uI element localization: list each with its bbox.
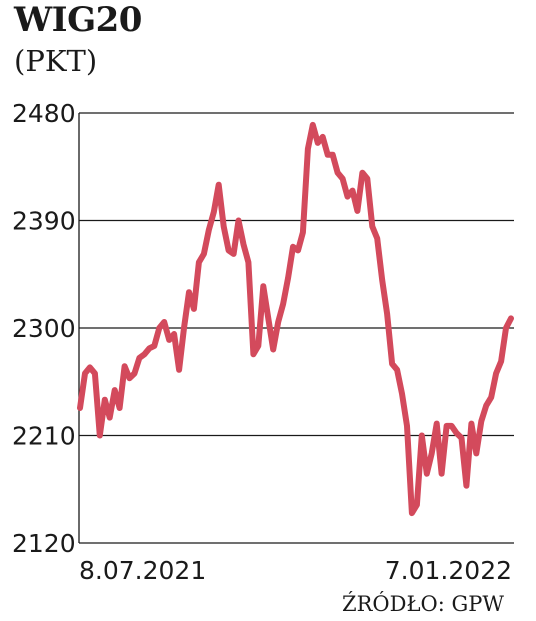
gridlines xyxy=(78,112,514,544)
y-tick-label-2390: 2390 xyxy=(12,207,76,236)
x-tick-label-start: 8.07.2021 xyxy=(79,556,206,585)
x-tick-label-end: 7.01.2022 xyxy=(385,556,512,585)
y-tick-label-2210: 2210 xyxy=(12,422,76,451)
y-axis-ticks: 2120 2210 2300 2390 2480 xyxy=(12,99,76,558)
source-note: ŹRÓDŁO: GPW xyxy=(342,592,504,616)
wig20-series-line xyxy=(77,121,514,517)
series-line xyxy=(77,121,514,517)
y-tick-label-2300: 2300 xyxy=(12,314,76,343)
chart-unit: (PKT) xyxy=(14,44,98,78)
chart-title: WIG20 xyxy=(14,0,142,40)
y-tick-label-2480: 2480 xyxy=(12,99,76,128)
y-tick-label-2120: 2120 xyxy=(12,529,76,558)
x-axis-ticks: 8.07.2021 7.01.2022 xyxy=(79,556,512,585)
